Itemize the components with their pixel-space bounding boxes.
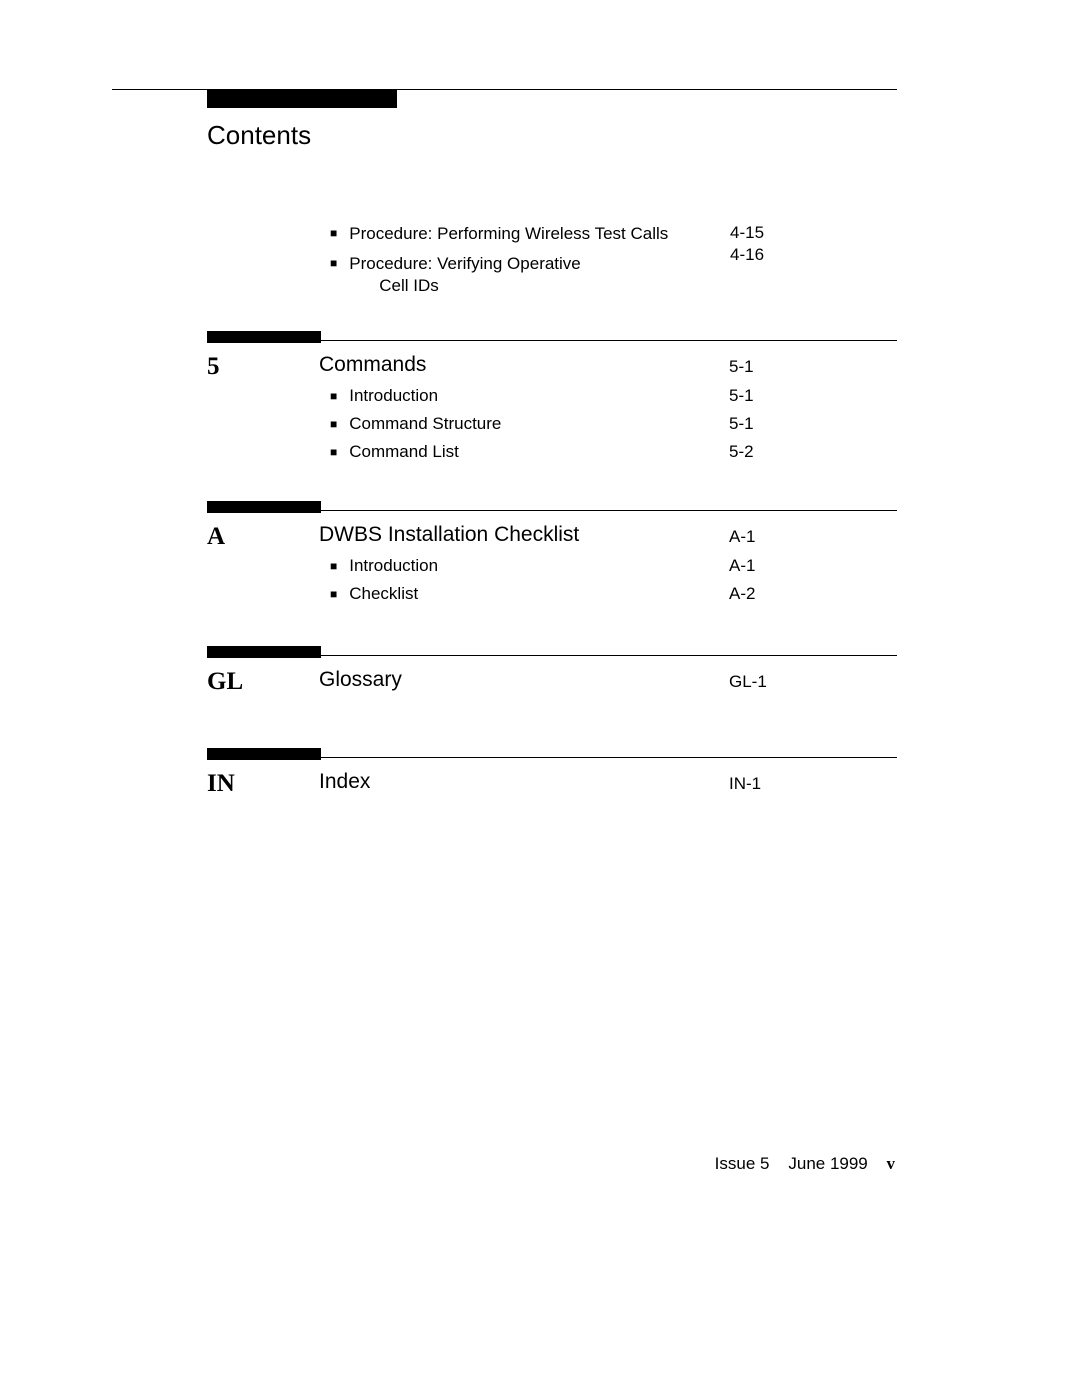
toc-item-label-line2: Cell IDs bbox=[349, 276, 439, 295]
chapter-number: IN bbox=[207, 770, 235, 798]
section-title: Index bbox=[319, 770, 370, 794]
toc-section: 5 Commands 5-1 ■ Introduction 5-1 ■ Comm… bbox=[207, 331, 897, 343]
bullet-icon: ■ bbox=[330, 445, 337, 459]
toc-item-page: 5-2 bbox=[729, 442, 754, 462]
section-rule bbox=[321, 655, 897, 656]
footer-date: June 1999 bbox=[788, 1154, 867, 1173]
section-page: IN-1 bbox=[729, 774, 761, 794]
section-items: ■ Introduction 5-1 ■ Command Structure 5… bbox=[330, 386, 765, 470]
bullet-icon: ■ bbox=[330, 417, 337, 431]
bullet-icon: ■ bbox=[330, 389, 337, 403]
section-rule bbox=[321, 757, 897, 758]
toc-item-label-line1: Procedure: Verifying Operative bbox=[349, 254, 581, 273]
section-rule bbox=[321, 510, 897, 511]
section-rule bbox=[321, 340, 897, 341]
toc-item: ■ Procedure: Verifying Operative Cell ID… bbox=[330, 253, 765, 297]
page-footer: Issue 5 June 1999 v bbox=[0, 1154, 1080, 1174]
section-bar bbox=[207, 501, 321, 513]
section-bar bbox=[207, 646, 321, 658]
page: Contents ■ Procedure: Performing Wireles… bbox=[0, 0, 1080, 1397]
section-title: Commands bbox=[319, 353, 426, 377]
title-bar bbox=[207, 90, 397, 108]
toc-item-page: A-1 bbox=[729, 556, 755, 576]
footer-folio: v bbox=[887, 1154, 896, 1173]
toc-item: ■ Command Structure 5-1 bbox=[330, 414, 765, 434]
chapter-number: A bbox=[207, 523, 225, 551]
section-page: A-1 bbox=[729, 527, 755, 547]
toc-item-page: 5-1 bbox=[729, 386, 754, 406]
toc-item-page: 5-1 bbox=[729, 414, 754, 434]
toc-item-label: Introduction bbox=[349, 386, 765, 406]
section-page: 5-1 bbox=[729, 357, 754, 377]
toc-item-label: Introduction bbox=[349, 556, 765, 576]
toc-item: ■ Introduction A-1 bbox=[330, 556, 765, 576]
section-items: ■ Introduction A-1 ■ Checklist A-2 bbox=[330, 556, 765, 612]
bullet-icon: ■ bbox=[330, 223, 337, 243]
section-title: Glossary bbox=[319, 668, 402, 692]
footer-issue: Issue 5 bbox=[715, 1154, 770, 1173]
toc-item-page: A-2 bbox=[729, 584, 755, 604]
bullet-icon: ■ bbox=[330, 559, 337, 573]
chapter-number: GL bbox=[207, 668, 243, 696]
toc-item: ■ Introduction 5-1 bbox=[330, 386, 765, 406]
toc-item-label: Command Structure bbox=[349, 414, 765, 434]
toc-item: ■ Procedure: Performing Wireless Test Ca… bbox=[330, 223, 765, 245]
toc-item-label: Checklist bbox=[349, 584, 765, 604]
bullet-icon: ■ bbox=[330, 253, 337, 273]
bullet-icon: ■ bbox=[330, 587, 337, 601]
toc-section: A DWBS Installation Checklist A-1 ■ Intr… bbox=[207, 501, 897, 513]
toc-item-label: Procedure: Verifying Operative Cell IDs bbox=[349, 253, 765, 297]
toc-item-page: 4-16 bbox=[730, 245, 764, 265]
toc-item-page: 4-15 bbox=[730, 223, 764, 243]
toc-section: IN Index IN-1 bbox=[207, 748, 897, 760]
chapter-number: 5 bbox=[207, 353, 220, 381]
section-bar bbox=[207, 331, 321, 343]
toc-section: GL Glossary GL-1 bbox=[207, 646, 897, 658]
page-title: Contents bbox=[207, 120, 311, 151]
section-bar bbox=[207, 748, 321, 760]
toc-item: ■ Command List 5-2 bbox=[330, 442, 765, 462]
orphan-items: ■ Procedure: Performing Wireless Test Ca… bbox=[330, 223, 765, 305]
toc-item-label: Procedure: Performing Wireless Test Call… bbox=[349, 223, 765, 245]
section-title: DWBS Installation Checklist bbox=[319, 523, 579, 547]
toc-item-label: Command List bbox=[349, 442, 765, 462]
section-page: GL-1 bbox=[729, 672, 767, 692]
toc-item: ■ Checklist A-2 bbox=[330, 584, 765, 604]
